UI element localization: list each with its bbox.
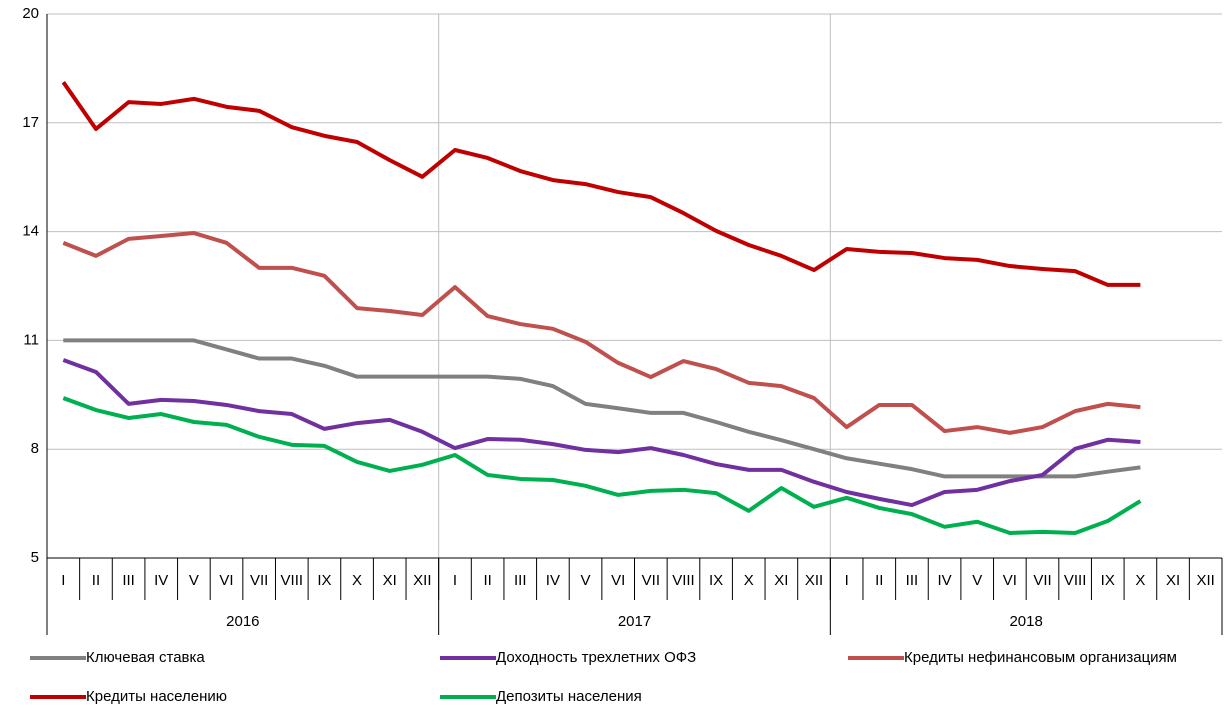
x-tick-label: VIII xyxy=(672,572,695,589)
x-tick-label: II xyxy=(875,572,883,589)
y-tick-label: 17 xyxy=(22,114,39,131)
x-tick-label: III xyxy=(906,572,919,589)
x-tick-label: VI xyxy=(219,572,233,589)
x-tick-label: IX xyxy=(1101,572,1115,589)
series-line xyxy=(62,358,1141,508)
legend-label: Депозиты населения xyxy=(496,688,642,705)
x-tick-label: IV xyxy=(154,572,168,589)
x-tick-label: VI xyxy=(611,572,625,589)
x-tick-label: X xyxy=(744,572,754,589)
x-tick-label: IV xyxy=(546,572,560,589)
x-tick-label: X xyxy=(1135,572,1145,589)
year-label: 2018 xyxy=(1009,613,1042,630)
year-label: 2016 xyxy=(226,613,259,630)
x-tick-label: VIII xyxy=(281,572,304,589)
series-line xyxy=(63,338,1141,479)
x-tick-label: XII xyxy=(805,572,823,589)
legend-label: Кредиты населению xyxy=(86,688,227,705)
x-tick-label: II xyxy=(483,572,491,589)
series-line xyxy=(61,81,1141,287)
x-tick-label: II xyxy=(92,572,100,589)
y-tick-label: 11 xyxy=(23,331,39,348)
x-tick-label: IX xyxy=(709,572,723,589)
x-tick-label: III xyxy=(514,572,527,589)
x-tick-label: IV xyxy=(937,572,951,589)
series-line xyxy=(62,231,1141,435)
year-label: 2017 xyxy=(618,613,651,630)
x-tick-label: VII xyxy=(1033,572,1051,589)
y-tick-label: 14 xyxy=(22,223,39,240)
x-tick-label: VII xyxy=(250,572,268,589)
x-tick-label: VIII xyxy=(1064,572,1087,589)
x-tick-label: VII xyxy=(642,572,660,589)
x-tick-label: V xyxy=(189,572,199,589)
x-tick-label: I xyxy=(453,572,457,589)
x-tick-label: III xyxy=(122,572,135,589)
x-tick-label: XI xyxy=(1166,572,1180,589)
x-tick-label: IX xyxy=(317,572,331,589)
x-tick-label: VI xyxy=(1003,572,1017,589)
legend-label: Кредиты нефинансовым организациям xyxy=(904,649,1177,666)
x-tick-label: XI xyxy=(383,572,397,589)
x-tick-label: XI xyxy=(774,572,788,589)
x-tick-label: X xyxy=(352,572,362,589)
x-tick-label: XII xyxy=(413,572,431,589)
legend-label: Доходность трехлетних ОФЗ xyxy=(496,649,696,666)
x-tick-label: I xyxy=(61,572,65,589)
x-tick-label: I xyxy=(845,572,849,589)
x-tick-label: V xyxy=(972,572,982,589)
x-tick-label: XII xyxy=(1197,572,1215,589)
y-tick-label: 8 xyxy=(31,440,39,457)
legend-label: Ключевая ставка xyxy=(86,649,205,666)
series-line xyxy=(62,396,1142,535)
x-tick-label: V xyxy=(581,572,591,589)
y-tick-label: 20 xyxy=(22,5,39,22)
y-tick-label: 5 xyxy=(31,549,39,566)
